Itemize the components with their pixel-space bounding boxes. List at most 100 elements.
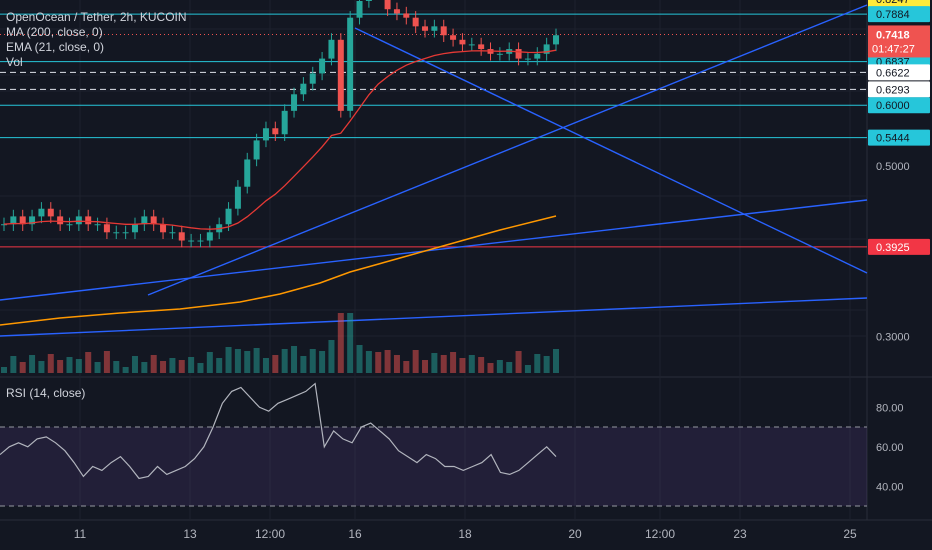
volume-bar [253,348,260,373]
level-price-tag: 0.6000 [868,97,930,114]
volume-bar [365,351,372,373]
time-tick-label: 25 [843,527,857,541]
candle-body [57,216,64,225]
volume-bar [10,356,17,373]
level-tag-bg [868,97,930,114]
candles [1,0,559,248]
candle-body [141,216,148,225]
ma-indicator-label[interactable]: MA (200, close, 0) [6,25,103,39]
candle-body [384,0,391,10]
candle-body [85,216,92,225]
candle-body [66,224,73,226]
candle-body [534,53,541,59]
volume-bar [478,357,485,373]
chart-legend: OpenOcean / Tether, 2h, KUCOIN MA (200, … [6,10,187,70]
level-tag-bg [868,0,930,8]
volume-bar [141,362,148,373]
time-tick-label: 12:00 [645,527,675,541]
candle-body [328,39,335,59]
volume-bar [206,352,213,373]
candle-body [319,58,326,74]
volume-bar [356,345,363,373]
volume-indicator-label[interactable]: Vol [6,55,23,69]
candle-body [468,44,475,46]
volume-bars [1,313,559,373]
volume-bar [1,367,7,373]
candle-body [337,39,344,111]
candle-body [38,208,45,217]
time-tick-label: 12:00 [255,527,285,541]
volume-bar [122,367,129,373]
candle-body [393,9,400,14]
time-tick-label: 23 [733,527,747,541]
level-tag-bg [868,64,930,81]
volume-bar [169,358,176,373]
ema-indicator-label[interactable]: EMA (21, close, 0) [6,40,105,54]
volume-bar [496,360,503,373]
trend-line [354,27,868,274]
candle-body [10,216,17,225]
volume-bar [440,355,447,373]
time-tick-label: 11 [74,527,87,541]
symbol-title[interactable]: OpenOcean / Tether, 2h, KUCOIN [6,10,187,24]
level-tag-label: 0.8247 [876,0,910,6]
volume-bar [113,361,120,373]
candle-body [47,208,54,217]
candle-body [478,44,485,50]
level-tag-bg [868,6,930,23]
level-tag-label: 0.6000 [876,100,910,112]
candle-body [515,49,522,59]
candle-body [188,240,195,242]
volume-bar [459,358,466,373]
rsi-band [0,427,867,506]
ma-line [0,215,557,326]
level-tag-label: 0.3925 [876,242,910,254]
volume-bar [328,340,335,373]
current-price-value: 0.7418 [876,29,910,41]
candle-body [253,140,260,160]
volume-bar [57,360,64,373]
volume-bar [262,358,269,373]
candle-body [422,26,429,31]
level-tag-label: 0.7884 [876,9,910,21]
rsi-tick-label: 60.00 [876,442,904,454]
candle-body [281,110,288,135]
candle-body [1,224,7,226]
level-tag-label: 0.5444 [876,133,910,145]
volume-bar [412,350,419,373]
volume-bar [103,351,110,373]
candle-body [113,232,120,234]
volume-bar [178,360,185,373]
price-tick-label: 0.3000 [876,332,910,344]
candle-body [553,35,559,45]
volume-bar [347,313,354,373]
volume-bar [29,355,36,373]
volume-bar [337,313,344,373]
rsi-indicator-label[interactable]: RSI (14, close) [6,386,86,400]
candle-body [29,216,36,225]
candle-body [403,13,410,18]
volume-bar [225,347,232,373]
candle-body [524,58,531,60]
candle-body [75,216,82,225]
volume-bar [375,352,382,373]
level-tag-label: 0.6293 [876,84,910,96]
level-tag-bg [868,81,930,98]
volume-bar [19,362,26,373]
candle-body [272,128,279,135]
candle-body [234,186,241,209]
candle-body [309,73,316,84]
level-price-tag: 0.3925 [868,238,930,255]
candle-body [150,216,157,225]
volume-bar [85,352,92,373]
volume-bar [422,360,429,373]
trend-line [0,297,868,337]
volume-bar [281,349,288,373]
volume-bar [553,349,559,373]
time-tick-label: 13 [183,527,197,541]
candle-body [103,224,110,233]
volume-bar [47,354,54,373]
